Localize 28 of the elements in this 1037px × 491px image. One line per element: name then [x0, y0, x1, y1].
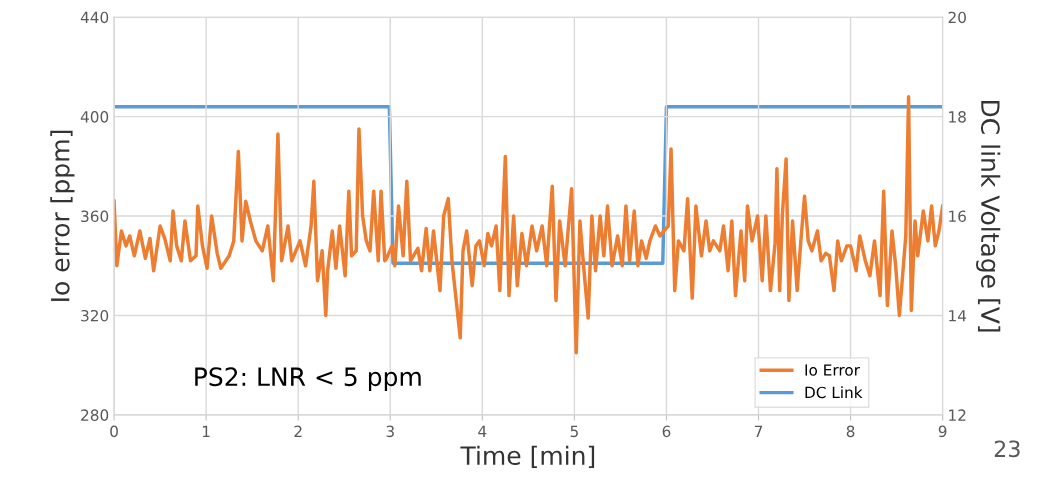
y2-tick-label: 16: [949, 210, 966, 223]
x-tick-label: 8: [846, 425, 855, 438]
y-tick-label: 280: [81, 409, 109, 421]
x-tick-label: 4: [478, 425, 487, 437]
annotation: PS2: LNR < 5 ppm: [195, 367, 421, 392]
legend-label: DC Link: [805, 386, 863, 399]
x-axis-title: Time [min]: [460, 445, 595, 468]
y2-axis-title: DC link Voltage [V]: [976, 100, 1001, 332]
y-tick-label: 400: [80, 111, 109, 123]
y2-tick-label: 14: [949, 310, 967, 322]
y-tick-label: 440: [80, 11, 109, 24]
x-tick-label: 5: [570, 425, 578, 438]
legend-label: Io Error: [805, 364, 860, 376]
line-series: [114, 94, 943, 355]
y-tick-label: 360: [81, 210, 109, 223]
text: 23: [994, 440, 1020, 458]
y2-tick-label: 12: [949, 409, 966, 421]
y-tick-label: 320: [81, 309, 109, 322]
x-tick-label: 9: [938, 425, 947, 438]
y2-tick-label: 20: [948, 11, 966, 24]
y2-tick-label: 18: [949, 111, 966, 123]
x-tick-label: 6: [662, 425, 671, 438]
x-tick-label: 7: [754, 425, 763, 437]
x-tick-label: 1: [202, 425, 210, 437]
x-tick-label: 2: [294, 425, 302, 437]
y-axis-title: Io error [ppm]: [50, 130, 75, 301]
x-tick-label: 3: [386, 425, 394, 438]
x-tick-label: 0: [110, 425, 118, 438]
